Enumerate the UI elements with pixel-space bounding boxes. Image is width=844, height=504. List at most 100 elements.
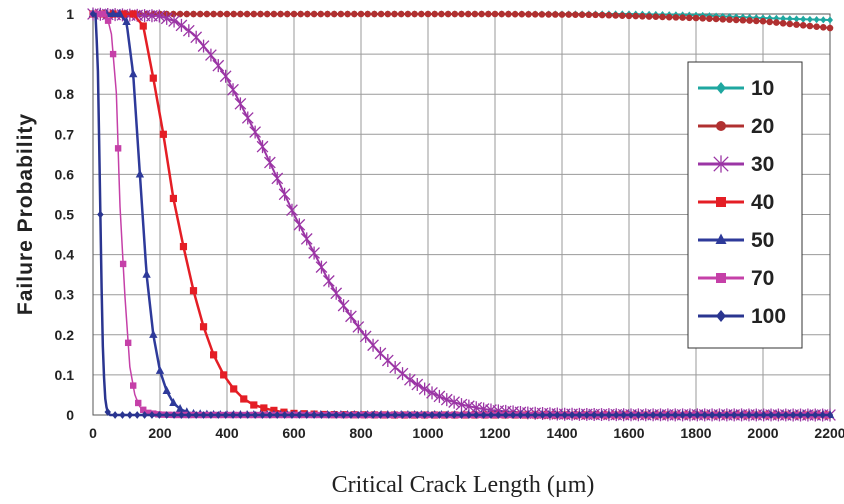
data-point-100 bbox=[421, 411, 428, 419]
data-point-20 bbox=[625, 12, 633, 20]
data-point-100 bbox=[657, 411, 664, 419]
data-point-30 bbox=[426, 386, 438, 400]
data-point-100 bbox=[436, 411, 443, 419]
data-point-100 bbox=[89, 10, 97, 18]
data-point-20 bbox=[578, 11, 586, 18]
data-point-100 bbox=[554, 411, 561, 419]
x-tick-label: 1800 bbox=[680, 425, 711, 441]
data-point-30 bbox=[241, 111, 254, 125]
data-point-50 bbox=[149, 329, 158, 338]
data-point-100 bbox=[517, 411, 524, 419]
data-point-100 bbox=[576, 411, 583, 419]
data-point-100 bbox=[200, 411, 207, 419]
data-point-20 bbox=[706, 15, 713, 22]
data-point-20 bbox=[203, 10, 211, 18]
data-point-100 bbox=[708, 411, 716, 419]
data-point-30 bbox=[190, 30, 203, 44]
data-point-100 bbox=[642, 411, 649, 419]
legend-label: 70 bbox=[751, 267, 774, 290]
data-point-30 bbox=[359, 329, 372, 343]
data-point-100 bbox=[627, 411, 635, 419]
data-point-100 bbox=[163, 411, 170, 419]
data-point-30 bbox=[219, 69, 232, 83]
y-tick-label: 0.3 bbox=[55, 287, 75, 303]
data-point-40 bbox=[149, 74, 157, 82]
data-point-30 bbox=[286, 203, 298, 217]
data-point-20 bbox=[384, 10, 392, 18]
data-point-10 bbox=[793, 15, 800, 23]
data-point-100 bbox=[487, 411, 495, 419]
data-point-100 bbox=[672, 411, 679, 419]
y-tick-label: 0.6 bbox=[55, 166, 75, 182]
data-point-100 bbox=[686, 411, 694, 419]
data-point-100 bbox=[104, 408, 111, 416]
data-point-20 bbox=[424, 10, 432, 18]
data-point-100 bbox=[207, 411, 215, 419]
data-point-100 bbox=[826, 411, 834, 419]
x-tick-label: 2000 bbox=[747, 425, 778, 441]
y-axis-label: Failure Probability bbox=[14, 113, 37, 315]
series-layer bbox=[87, 7, 836, 422]
data-point-20 bbox=[397, 10, 405, 18]
data-point-20 bbox=[277, 10, 284, 18]
data-point-20 bbox=[632, 12, 639, 20]
data-point-100 bbox=[745, 411, 753, 419]
data-point-20 bbox=[498, 10, 506, 18]
data-point-100 bbox=[502, 411, 509, 419]
data-point-100 bbox=[694, 411, 701, 419]
data-point-20 bbox=[183, 10, 191, 18]
data-point-20 bbox=[344, 10, 351, 18]
legend-entry-70: 70 bbox=[698, 267, 774, 290]
data-point-30 bbox=[440, 393, 453, 407]
data-point-100 bbox=[384, 411, 391, 419]
data-point-30 bbox=[396, 367, 409, 381]
data-point-100 bbox=[450, 411, 458, 419]
data-point-20 bbox=[444, 10, 452, 18]
x-tick-label: 200 bbox=[148, 425, 172, 441]
data-point-40 bbox=[189, 287, 198, 295]
data-point-100 bbox=[775, 411, 782, 419]
data-point-30 bbox=[448, 395, 460, 409]
data-point-20 bbox=[464, 10, 472, 18]
data-point-100 bbox=[192, 411, 200, 419]
y-tick-label: 0.5 bbox=[55, 207, 75, 223]
data-point-100 bbox=[473, 411, 480, 419]
legend: 10 20 30 40 50 70 100 bbox=[687, 61, 803, 349]
data-point-100 bbox=[369, 411, 377, 419]
data-point-100 bbox=[119, 411, 126, 419]
data-point-100 bbox=[325, 411, 333, 419]
data-point-20 bbox=[371, 10, 378, 18]
data-point-20 bbox=[511, 10, 519, 18]
data-point-20 bbox=[652, 13, 660, 21]
data-point-100 bbox=[399, 411, 406, 419]
data-point-20 bbox=[317, 10, 325, 18]
legend-entry-20: 20 bbox=[698, 115, 774, 138]
data-point-20 bbox=[364, 10, 372, 18]
data-point-20 bbox=[558, 11, 566, 18]
data-point-100 bbox=[568, 411, 576, 419]
data-point-20 bbox=[411, 10, 418, 18]
data-point-100 bbox=[185, 411, 193, 419]
legend-marker bbox=[716, 82, 726, 94]
data-point-100 bbox=[296, 411, 303, 419]
data-point-20 bbox=[304, 10, 311, 18]
data-point-100 bbox=[635, 411, 642, 419]
data-point-50 bbox=[155, 365, 165, 374]
data-point-100 bbox=[465, 411, 473, 419]
data-point-20 bbox=[659, 13, 666, 21]
data-point-30 bbox=[278, 187, 291, 201]
data-point-100 bbox=[428, 411, 436, 419]
data-point-30 bbox=[234, 97, 247, 111]
y-tick-label: 0.8 bbox=[55, 86, 75, 102]
data-point-30 bbox=[345, 309, 357, 323]
legend-entry-100: 100 bbox=[698, 305, 786, 328]
y-tick-label: 0.9 bbox=[55, 46, 75, 62]
data-point-100 bbox=[509, 411, 517, 419]
data-point-30 bbox=[168, 14, 180, 28]
data-point-40 bbox=[250, 401, 258, 409]
data-point-20 bbox=[377, 10, 385, 18]
data-point-100 bbox=[760, 411, 767, 419]
data-point-20 bbox=[699, 15, 706, 22]
data-point-100 bbox=[266, 411, 274, 419]
data-point-100 bbox=[649, 411, 657, 419]
